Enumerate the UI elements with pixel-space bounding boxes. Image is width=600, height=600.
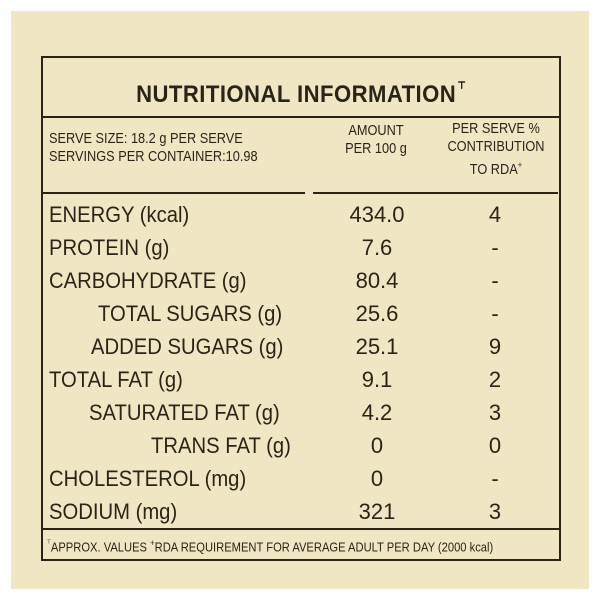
rda-column-header: PER SERVE % CONTRIBUTION TO RDA+ [444, 120, 548, 179]
nutrient-label: SODIUM (mg) [49, 499, 178, 524]
amount-header-line1: AMOUNT [348, 122, 404, 139]
rda-header-underline [423, 192, 558, 194]
nutrient-rda: 4 [488, 202, 502, 227]
nutrient-label: SATURATED FAT (g) [89, 400, 280, 425]
table-row: CARBOHYDRATE (g) 80.4 - [43, 264, 559, 297]
nutrient-label: PROTEIN (g) [49, 235, 170, 260]
nutrient-amount: 321 [358, 499, 396, 524]
rda-header-line3: TO RDA+ [444, 156, 548, 179]
nutrition-panel: NUTRITIONAL INFORMATION ⸆ SERVE SIZE: 18.… [41, 56, 561, 561]
nutrient-rda: - [491, 268, 499, 293]
footnote: ⸆APPROX. VALUES +RDA REQUIREMENT FOR AVE… [47, 536, 493, 554]
nutrient-rda: 3 [488, 400, 502, 425]
table-row: TOTAL SUGARS (g) 25.6 - [43, 297, 559, 330]
nutrient-label: TOTAL FAT (g) [49, 367, 183, 392]
table-row: PROTEIN (g) 7.6 - [43, 231, 559, 264]
rda-footnote-text: RDA REQUIREMENT FOR AVERAGE ADULT PER DA… [154, 539, 494, 555]
table-row: ADDED SUGARS (g) 25.1 9 [43, 330, 559, 363]
nutrient-amount: 25.6 [355, 301, 399, 326]
serving-info: SERVE SIZE: 18.2 g PER SERVE SERVINGS PE… [49, 130, 258, 166]
nutrient-amount: 9.1 [361, 367, 393, 392]
nutrient-amount: 0 [370, 433, 384, 458]
nutrient-rda: - [491, 301, 499, 326]
rda-header-line1: PER SERVE % [452, 120, 540, 137]
nutrient-amount: 7.6 [361, 235, 393, 260]
nutrient-amount: 4.2 [361, 400, 393, 425]
nutrient-rda: 0 [488, 433, 502, 458]
approx-footnote-mark: ⸆ [47, 538, 51, 548]
title-divider [43, 116, 559, 118]
nutrient-rda: 3 [488, 499, 502, 524]
nutrient-amount: 25.1 [355, 334, 399, 359]
table-row: TOTAL FAT (g) 9.1 2 [43, 363, 559, 396]
nutrition-card: NUTRITIONAL INFORMATION ⸆ SERVE SIZE: 18.… [11, 11, 589, 589]
panel-title: NUTRITIONAL INFORMATION ⸆ [64, 76, 539, 109]
approx-footnote-text: APPROX. VALUES [50, 539, 147, 555]
rda-header-line2: CONTRIBUTION [447, 138, 545, 155]
table-row: TRANS FAT (g) 0 0 [43, 429, 559, 462]
nutrient-label: ENERGY (kcal) [49, 202, 190, 227]
nutrient-rda: 9 [488, 334, 502, 359]
nutrient-label: CARBOHYDRATE (g) [49, 268, 247, 293]
table-row: CHOLESTEROL (mg) 0 - [43, 462, 559, 495]
nutrient-label: TOTAL SUGARS (g) [98, 301, 283, 326]
nutrient-rows: ENERGY (kcal) 434.0 4 PROTEIN (g) 7.6 - … [43, 198, 559, 528]
rda-header-line3-text: TO RDA [469, 161, 518, 178]
nutrient-label: CHOLESTEROL (mg) [49, 466, 247, 491]
amount-column-header: AMOUNT PER 100 g [329, 122, 423, 158]
servings-text: SERVINGS PER CONTAINER:10.98 [49, 148, 258, 165]
serve-size-text: SERVE SIZE: 18.2 g PER SERVE [49, 130, 243, 147]
rda-footnote-mark: + [150, 538, 155, 548]
nutrient-amount: 434.0 [349, 202, 405, 227]
nutrient-label: TRANS FAT (g) [151, 433, 291, 458]
approx-mark: ⸆ [458, 80, 466, 97]
nutrient-rda: - [491, 466, 499, 491]
table-row: SATURATED FAT (g) 4.2 3 [43, 396, 559, 429]
nutrient-rda: 2 [488, 367, 502, 392]
nutrient-label: ADDED SUGARS (g) [91, 334, 284, 359]
nutrient-rda: - [491, 235, 499, 260]
amount-header-underline [313, 192, 441, 194]
title-text: NUTRITIONAL INFORMATION [136, 81, 457, 108]
footnote-divider [43, 528, 559, 530]
table-row: SODIUM (mg) 321 3 [43, 495, 559, 528]
amount-header-line2: PER 100 g [345, 140, 407, 157]
nutrient-amount: 0 [370, 466, 384, 491]
label-header-underline [43, 192, 305, 194]
rda-mark: + [517, 160, 523, 170]
nutrient-amount: 80.4 [355, 268, 399, 293]
table-row: ENERGY (kcal) 434.0 4 [43, 198, 559, 231]
